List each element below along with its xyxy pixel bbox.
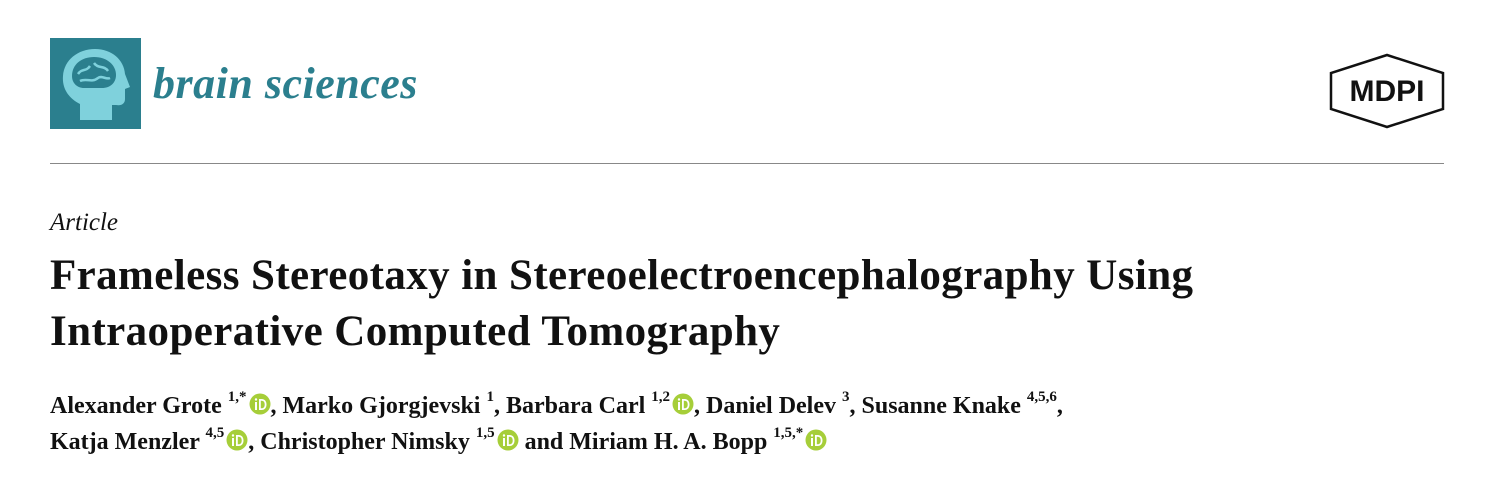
- author-name: Susanne Knake: [861, 393, 1021, 419]
- author-separator: ,: [1056, 393, 1063, 419]
- author-separator: ,: [493, 393, 500, 419]
- author-separator: ,: [248, 429, 255, 455]
- author-separator: ,: [270, 393, 277, 419]
- orcid-icon[interactable]: [805, 429, 827, 451]
- affiliation-marker: 1,*: [227, 389, 247, 405]
- author-separator: and: [524, 429, 564, 455]
- publisher-logo: MDPI: [1329, 53, 1445, 129]
- header-rule: [50, 163, 1444, 164]
- affiliation-marker: 1: [486, 389, 494, 405]
- author-name: Alexander Grote: [50, 393, 222, 419]
- affiliation-marker: 3: [842, 389, 850, 405]
- author-name: Barbara Carl: [505, 393, 646, 419]
- author-list: Alexander Grote 1,*, Marko Gjorgjevski 1…: [50, 388, 1450, 460]
- orcid-icon[interactable]: [672, 393, 694, 415]
- journal-name: brain sciences: [153, 59, 418, 108]
- author-name: Katja Menzler: [50, 429, 200, 455]
- affiliation-marker: 4,5: [205, 425, 225, 441]
- orcid-icon[interactable]: [249, 393, 271, 415]
- orcid-icon[interactable]: [226, 429, 248, 451]
- affiliation-marker: 1,5: [475, 425, 495, 441]
- affiliation-marker: 1,5,*: [773, 425, 804, 441]
- orcid-icon[interactable]: [497, 429, 519, 451]
- author-name: Miriam H. A. Bopp: [569, 429, 768, 455]
- author-name: Marko Gjorgjevski: [282, 393, 481, 419]
- article-type: Article: [50, 209, 119, 236]
- author-name: Daniel Delev: [706, 393, 837, 419]
- article-title: Frameless Stereotaxy in Stereoelectroenc…: [50, 252, 1194, 355]
- affiliation-marker: 1,2: [651, 389, 671, 405]
- author-separator: ,: [694, 393, 701, 419]
- journal-logo: [50, 38, 141, 129]
- author-name: Christopher Nimsky: [260, 429, 470, 455]
- publisher-name: MDPI: [1350, 75, 1425, 108]
- affiliation-marker: 4,5,6: [1026, 389, 1057, 405]
- author-separator: ,: [849, 393, 856, 419]
